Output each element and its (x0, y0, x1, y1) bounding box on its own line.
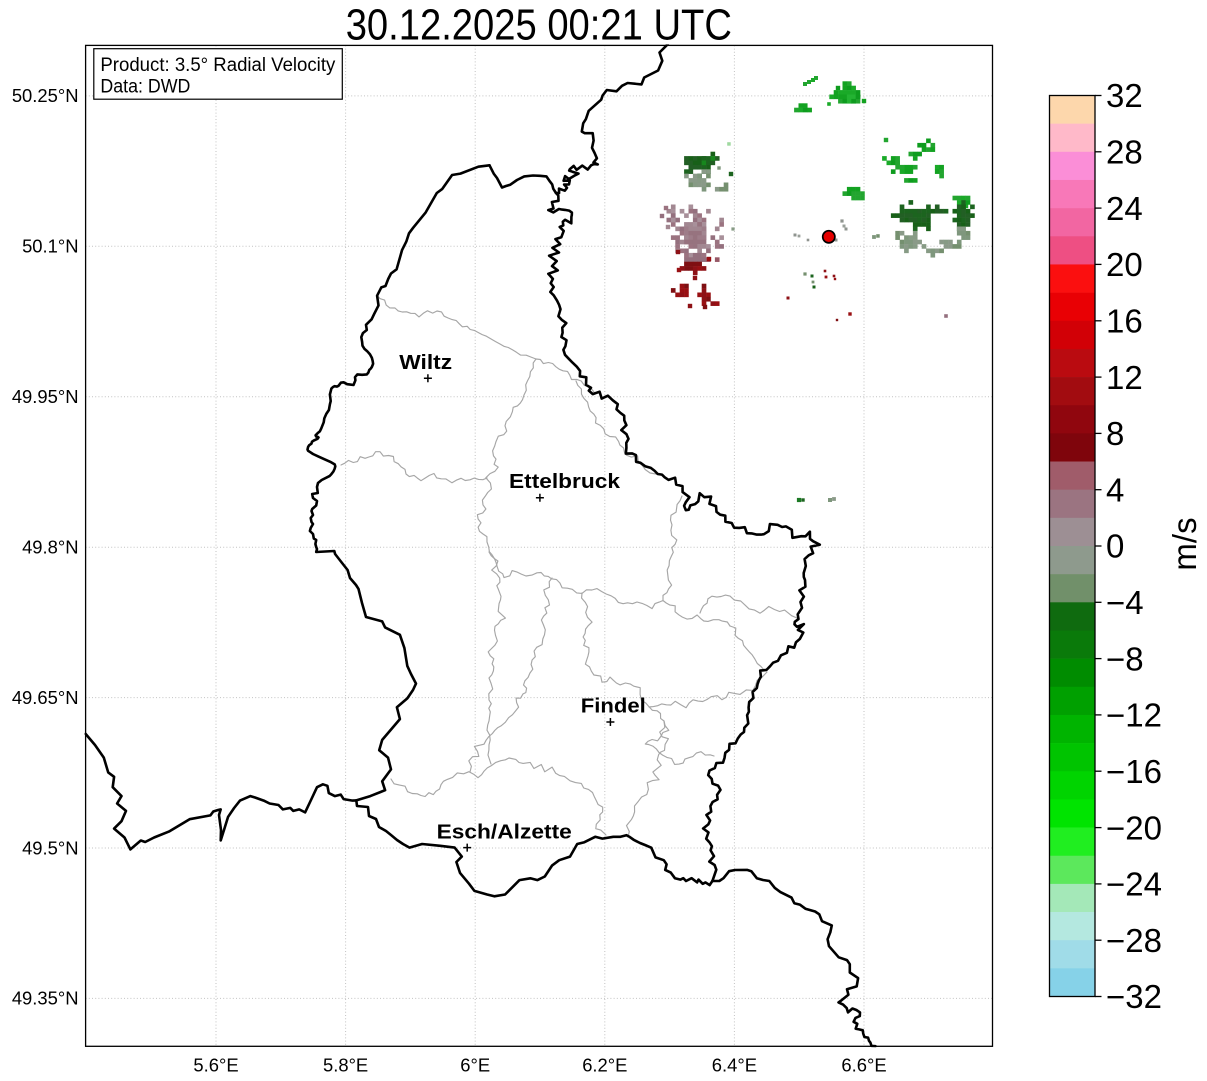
svg-text:−12: −12 (1106, 697, 1162, 734)
svg-text:6.4°E: 6.4°E (712, 1055, 757, 1076)
svg-text:5.8°E: 5.8°E (323, 1055, 368, 1076)
svg-text:0: 0 (1106, 528, 1124, 565)
svg-text:32: 32 (1106, 77, 1143, 114)
svg-text:20: 20 (1106, 246, 1143, 283)
svg-text:5.6°E: 5.6°E (193, 1055, 238, 1076)
svg-text:50.25°N: 50.25°N (12, 85, 79, 106)
svg-text:6.2°E: 6.2°E (582, 1055, 627, 1076)
svg-text:Wiltz: Wiltz (399, 352, 452, 374)
svg-text:Product: 3.5° Radial Velocity: Product: 3.5° Radial Velocity (100, 54, 335, 76)
svg-text:−32: −32 (1106, 978, 1162, 1015)
svg-text:30.12.2025 00:21 UTC: 30.12.2025 00:21 UTC (346, 1, 732, 50)
svg-text:49.35°N: 49.35°N (12, 988, 79, 1009)
svg-text:28: 28 (1106, 134, 1143, 171)
svg-text:49.5°N: 49.5°N (22, 837, 78, 858)
svg-text:Data: DWD: Data: DWD (100, 75, 190, 97)
svg-text:−8: −8 (1106, 640, 1144, 677)
svg-text:50.1°N: 50.1°N (22, 236, 78, 257)
svg-text:49.95°N: 49.95°N (12, 386, 79, 407)
svg-text:16: 16 (1106, 302, 1143, 339)
svg-text:49.8°N: 49.8°N (22, 537, 78, 558)
svg-text:Ettelbruck: Ettelbruck (509, 471, 621, 493)
svg-text:4: 4 (1106, 471, 1124, 508)
svg-text:Findel: Findel (581, 695, 646, 717)
svg-text:−16: −16 (1106, 753, 1162, 790)
svg-text:m/s: m/s (1166, 517, 1203, 570)
svg-text:49.65°N: 49.65°N (12, 687, 79, 708)
svg-text:6.6°E: 6.6°E (841, 1055, 886, 1076)
svg-text:12: 12 (1106, 359, 1143, 396)
svg-text:8: 8 (1106, 415, 1124, 452)
svg-text:6°E: 6°E (460, 1055, 490, 1076)
svg-text:−24: −24 (1106, 866, 1162, 903)
svg-text:−20: −20 (1106, 809, 1162, 846)
svg-text:Esch/Alzette: Esch/Alzette (437, 822, 572, 844)
svg-text:24: 24 (1106, 190, 1143, 227)
svg-text:−4: −4 (1106, 584, 1144, 621)
svg-text:−28: −28 (1106, 922, 1162, 959)
